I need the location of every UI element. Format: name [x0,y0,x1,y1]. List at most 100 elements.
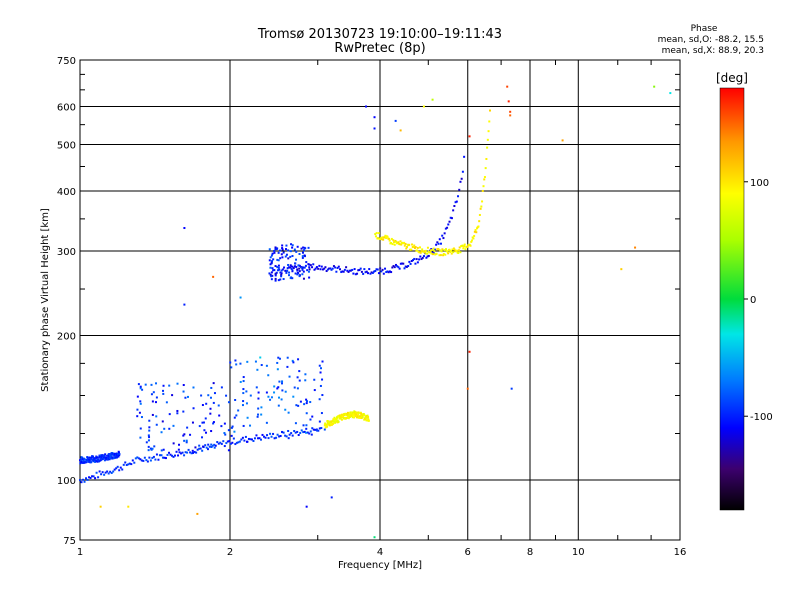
cloud-point [217,404,220,407]
cloud-point [148,436,151,439]
cloud-point [194,446,197,449]
cloud-point [171,394,174,397]
trace-point [345,266,348,269]
chart-title: Tromsø 20130723 19:10:00–19:11:43 [257,27,503,42]
y-tick-label: 75 [63,536,76,547]
trace-point [478,213,481,216]
trace-point [107,458,110,461]
x-tick-label: 4 [377,547,383,558]
cloud-point [242,400,245,403]
trace-point [92,475,95,478]
trace-point [213,443,216,446]
trace-point [329,267,332,270]
trace-point [311,266,314,269]
cloud-point [182,410,185,413]
trace-point [357,269,360,272]
cloud-point [162,448,165,451]
trace-point [441,234,444,237]
cloud-point [302,424,305,427]
isolated-point [365,105,368,108]
trace-point [279,271,282,274]
trace-point [249,438,252,441]
cloud-point [281,247,284,250]
trace-point [362,272,365,275]
trace-point [210,443,213,446]
trace-point [261,433,264,436]
cloud-point [209,396,212,399]
trace-point [160,454,163,457]
cloud-point [298,379,301,382]
trace-point [109,457,112,460]
trace-point [353,268,356,271]
trace-point [348,269,351,272]
trace-point [241,436,244,439]
cloud-point [185,441,188,444]
cloud-point [148,419,151,422]
trace-point [302,431,305,434]
trace-point [331,267,334,270]
trace-point [435,243,438,246]
trace-point [446,250,449,253]
cloud-point [276,258,279,261]
cloud-point [274,279,277,282]
trace-point [211,444,214,447]
trace-point [341,413,344,416]
cloud-point [242,392,245,395]
trace-point [377,272,380,275]
cloud-point [280,398,283,401]
trace-point [394,263,397,266]
trace-point [346,413,349,416]
trace-point [393,243,396,246]
cloud-point [139,402,142,405]
cloud-point [148,429,151,432]
trace-point [296,269,299,272]
cloud-point [270,278,273,281]
trace-point [166,453,169,456]
trace-point [387,271,390,274]
trace-point [419,255,422,258]
trace-point [235,441,238,444]
trace-point [92,455,95,458]
trace-point [386,270,389,273]
trace-point [413,244,416,247]
trace-point [377,237,380,240]
cloud-point [233,416,236,419]
trace-point [309,264,312,267]
trace-point [476,227,479,230]
isolated-point [394,119,397,122]
trace-point [461,244,464,247]
trace-point [137,457,140,460]
trace-point [149,459,152,462]
trace-point [130,463,133,466]
trace-point [315,266,318,269]
trace-point [359,415,362,418]
trace-point [448,220,451,223]
trace-point [401,262,404,265]
trace-point [459,180,462,183]
trace-point [91,475,94,478]
trace-point [340,415,343,418]
x-tick-label: 6 [465,547,471,558]
cloud-point [289,255,292,258]
cloud-point [301,255,304,258]
trace-point [400,243,403,246]
isolated-point [399,129,402,132]
cloud-point [237,409,240,412]
trace-point [430,252,433,255]
isolated-point [653,85,656,88]
cloud-point [276,361,279,364]
trace-point [346,269,349,272]
trace-point [426,255,429,258]
cloud-point [287,411,290,414]
cloud-point [308,266,311,269]
cloud-point [298,370,301,373]
cloud-point [320,412,323,415]
cloud-point [235,414,238,417]
trace-point [117,452,120,455]
cloud-point [213,392,216,395]
cloud-point [189,433,192,436]
trace-point [247,437,250,440]
cloud-point [182,390,185,393]
trace-point [375,232,378,235]
cloud-point [291,246,294,249]
